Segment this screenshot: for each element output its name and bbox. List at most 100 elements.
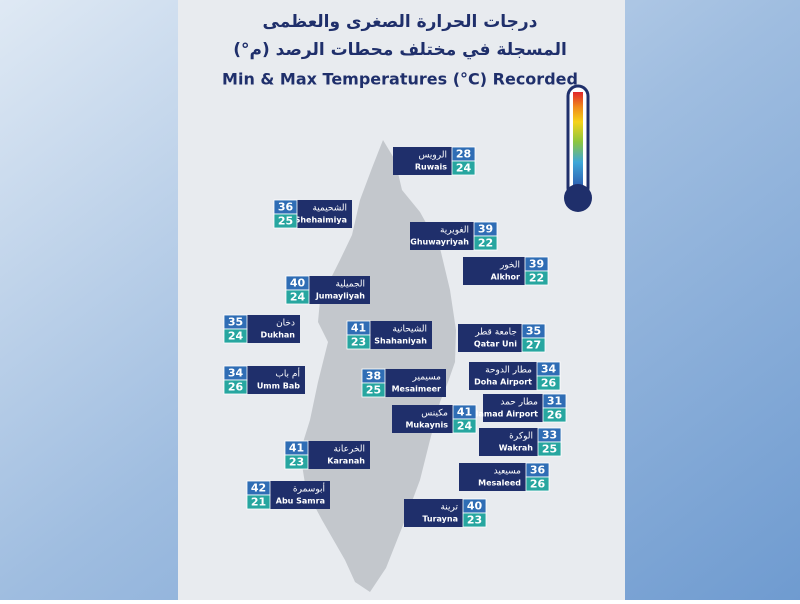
min-cell bbox=[521, 337, 546, 353]
station-name-english: Mesaimeer bbox=[392, 385, 441, 394]
station-name-english: Shehaimiya bbox=[295, 216, 347, 225]
max-temperature: 39 bbox=[529, 258, 544, 271]
station-label bbox=[309, 276, 370, 304]
max-temperature: 34 bbox=[228, 367, 244, 380]
station-name-english: Wakrah bbox=[499, 444, 534, 453]
station-name-arabic: مطار حمد bbox=[500, 398, 538, 408]
min-temperature: 21 bbox=[251, 496, 266, 509]
min-cell bbox=[284, 454, 309, 470]
station-label bbox=[385, 369, 446, 397]
min-cell bbox=[473, 235, 498, 251]
station-label bbox=[392, 405, 453, 433]
station-name-english: Alkhor bbox=[491, 273, 520, 282]
station-name-english: Abu Samra bbox=[276, 497, 325, 506]
station-name-arabic: الخرعانة bbox=[334, 445, 365, 455]
max-temperature: 40 bbox=[467, 500, 483, 513]
title-arabic: درجات الحرارة الصغرى والعظمى bbox=[263, 12, 538, 32]
station-label bbox=[463, 257, 525, 285]
station-label bbox=[459, 463, 526, 491]
min-temperature: 25 bbox=[278, 215, 293, 228]
max-temperature: 33 bbox=[542, 429, 557, 442]
station-label bbox=[247, 366, 305, 394]
min-temperature: 26 bbox=[541, 377, 557, 390]
min-temperature: 26 bbox=[228, 381, 244, 394]
max-temperature: 41 bbox=[289, 442, 304, 455]
station-name-arabic: مكينس bbox=[421, 409, 448, 419]
max-temperature: 42 bbox=[251, 482, 266, 495]
max-temperature: 35 bbox=[228, 316, 243, 329]
station-name-english: Mukaynis bbox=[405, 421, 448, 430]
min-cell bbox=[542, 407, 567, 423]
min-cell bbox=[451, 160, 476, 176]
min-temperature: 22 bbox=[529, 272, 544, 285]
station-name-arabic: ترينة bbox=[440, 503, 458, 513]
station-name-arabic: الشيحانية bbox=[392, 325, 427, 335]
min-temperature: 24 bbox=[456, 162, 472, 175]
qatar-map bbox=[300, 140, 456, 592]
title-arabic: (°م) المسجلة في مختلف محطات الرصد bbox=[233, 40, 567, 60]
station-label bbox=[458, 324, 522, 352]
min-cell bbox=[223, 328, 248, 344]
min-cell bbox=[246, 494, 271, 510]
station-name-english: Doha Airport bbox=[474, 378, 532, 387]
station-name-english: Karanah bbox=[327, 457, 365, 466]
station-label bbox=[308, 441, 370, 469]
max-temperature: 34 bbox=[541, 363, 557, 376]
min-temperature: 26 bbox=[530, 478, 546, 491]
min-cell bbox=[223, 379, 248, 395]
max-temperature: 35 bbox=[526, 325, 541, 338]
max-temperature: 38 bbox=[366, 370, 381, 383]
min-temperature: 24 bbox=[228, 330, 244, 343]
station-name-arabic: الجميلية bbox=[336, 280, 366, 290]
max-temperature: 41 bbox=[457, 406, 472, 419]
station-label bbox=[479, 428, 538, 456]
station-name-english: Jumayliyah bbox=[315, 292, 365, 301]
max-temperature: 41 bbox=[351, 322, 366, 335]
min-cell bbox=[273, 213, 298, 229]
station-name-arabic: مطار الدوحة bbox=[485, 366, 532, 376]
station-label bbox=[469, 362, 537, 390]
station-label bbox=[297, 200, 352, 228]
station-name-english: Ruwais bbox=[415, 163, 447, 172]
min-cell bbox=[462, 512, 487, 528]
station-label bbox=[370, 321, 432, 349]
min-cell bbox=[346, 334, 371, 350]
max-temperature: 39 bbox=[478, 223, 493, 236]
min-temperature: 25 bbox=[542, 443, 557, 456]
stations: الرويسRuwais2824الشحيميةShehaimiya3625ال… bbox=[223, 146, 567, 528]
min-cell bbox=[524, 270, 549, 286]
min-cell bbox=[452, 418, 477, 434]
min-temperature: 22 bbox=[478, 237, 493, 250]
min-temperature: 23 bbox=[351, 336, 366, 349]
min-temperature: 24 bbox=[290, 291, 306, 304]
station-name-english: Mesaleed bbox=[478, 479, 521, 488]
max-temperature: 36 bbox=[530, 464, 546, 477]
min-temperature: 24 bbox=[457, 420, 473, 433]
station-label bbox=[393, 147, 452, 175]
min-cell bbox=[525, 476, 550, 492]
station-name-arabic: الرويس bbox=[418, 151, 447, 161]
station-name-arabic: الوكرة bbox=[509, 432, 533, 442]
min-temperature: 26 bbox=[547, 409, 563, 422]
station-label bbox=[410, 222, 474, 250]
min-cell bbox=[536, 375, 561, 391]
title-english: Min & Max Temperatures (°C) Recorded bbox=[222, 70, 578, 89]
max-temperature: 40 bbox=[290, 277, 306, 290]
min-cell bbox=[285, 289, 310, 305]
station-name-arabic: جامعة قطر bbox=[474, 328, 517, 338]
min-temperature: 27 bbox=[526, 339, 541, 352]
station-label bbox=[247, 315, 300, 343]
station-label bbox=[404, 499, 463, 527]
station-name-english: Dukhan bbox=[261, 331, 296, 340]
station-name-english: Qatar Uni bbox=[474, 340, 517, 349]
station-name-english: Turayna bbox=[422, 515, 458, 524]
min-temperature: 25 bbox=[366, 384, 381, 397]
station-name-arabic: مسيمير bbox=[412, 373, 442, 383]
max-temperature: 31 bbox=[547, 395, 562, 408]
thermometer bbox=[564, 84, 592, 212]
station-name-arabic: الخور bbox=[499, 261, 520, 271]
station-label bbox=[270, 481, 330, 509]
min-temperature: 23 bbox=[289, 456, 304, 469]
station-name-english: Shahaniyah bbox=[374, 337, 427, 346]
